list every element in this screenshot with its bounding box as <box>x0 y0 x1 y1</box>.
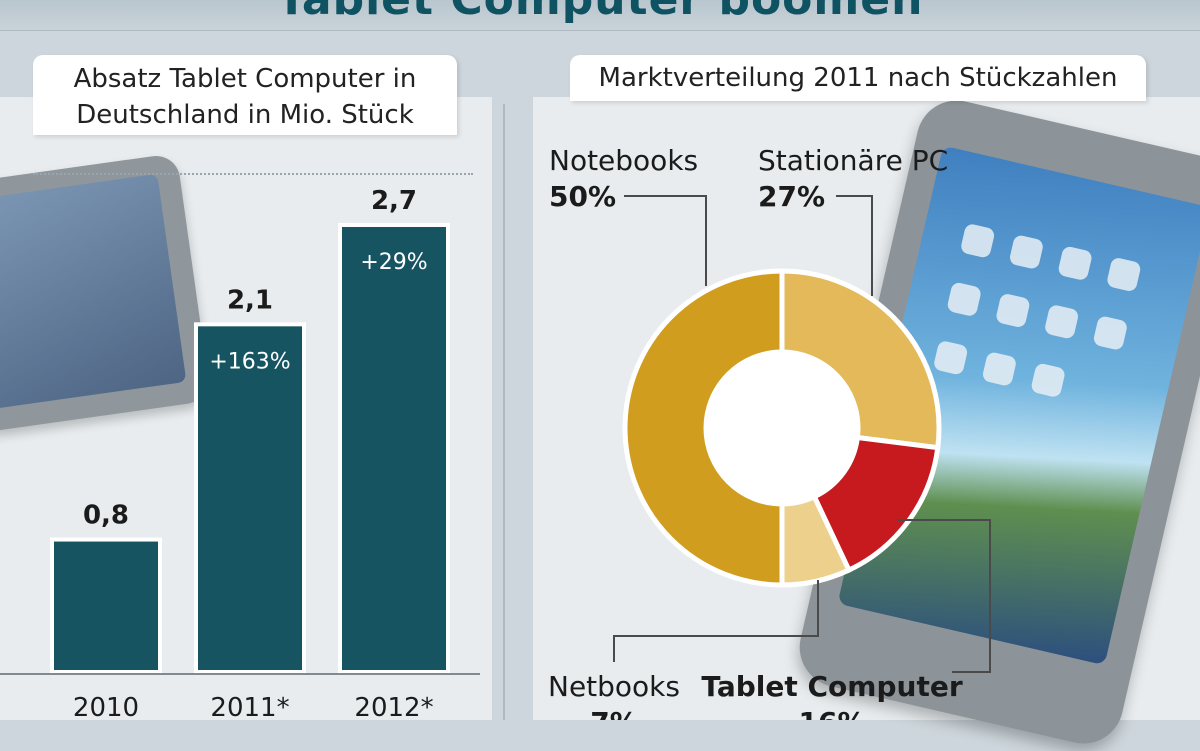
donut-slice-stationäre-pc <box>779 268 942 451</box>
bar-growth-label: +29% <box>360 250 427 275</box>
infographic-title: Tablet Computer boomen <box>0 0 1200 25</box>
bar-chart: 0,8 2010 2,1 +163% 2011* 2,7 +29% 2012* <box>0 186 480 720</box>
leader-line <box>898 519 991 673</box>
donut-slice-notebooks <box>622 268 785 588</box>
bar-value-label: 2,1 <box>227 285 273 315</box>
donut-label-name: Notebooks <box>549 144 698 177</box>
donut-leader-lines <box>613 195 991 673</box>
bar-chart-title-line-2: Deutschland in Mio. Stück <box>76 100 414 130</box>
donut-label-name: Netbooks <box>548 670 680 703</box>
bar-category-label: 2012* <box>354 693 433 720</box>
leader-line <box>624 195 707 286</box>
bar-chart-title-line-1: Absatz Tablet Computer in <box>73 64 417 94</box>
bar-category-label: 2010 <box>73 693 139 720</box>
panel-divider <box>503 104 505 720</box>
bar-category-label: 2011* <box>210 693 289 720</box>
bar-value-label: 0,8 <box>83 501 129 531</box>
leader-line <box>613 580 819 662</box>
donut-label-percent: 27% <box>758 180 825 213</box>
donut-label-percent: 50% <box>549 180 616 213</box>
donut-label-name: Tablet Computer <box>701 670 962 703</box>
dotted-guide-line <box>33 173 473 175</box>
bar-2011 <box>194 322 306 674</box>
bar-chart-title-tab: Absatz Tablet Computer in Deutschland in… <box>33 55 457 135</box>
donut-label-name: Stationäre PC <box>758 144 948 177</box>
donut-label-percent: 16% <box>798 706 865 720</box>
charts-svg: 0,8 2010 2,1 +163% 2011* 2,7 +29% 2012* Station… <box>0 144 991 720</box>
donut-hole <box>708 354 856 502</box>
bar-2010 <box>50 537 162 674</box>
bar-value-label: 2,7 <box>371 186 417 216</box>
bar-2012 <box>338 223 450 674</box>
donut-label-percent: 7% <box>590 706 638 720</box>
bar-growth-label: +163% <box>209 349 290 374</box>
top-band: Tablet Computer boomen <box>0 0 1200 31</box>
donut-slice-tablet-computer <box>811 434 941 574</box>
leader-line <box>836 195 873 296</box>
donut-chart <box>622 268 942 588</box>
pie-chart-title-tab: Marktverteilung 2011 nach Stückzahlen <box>570 55 1146 101</box>
